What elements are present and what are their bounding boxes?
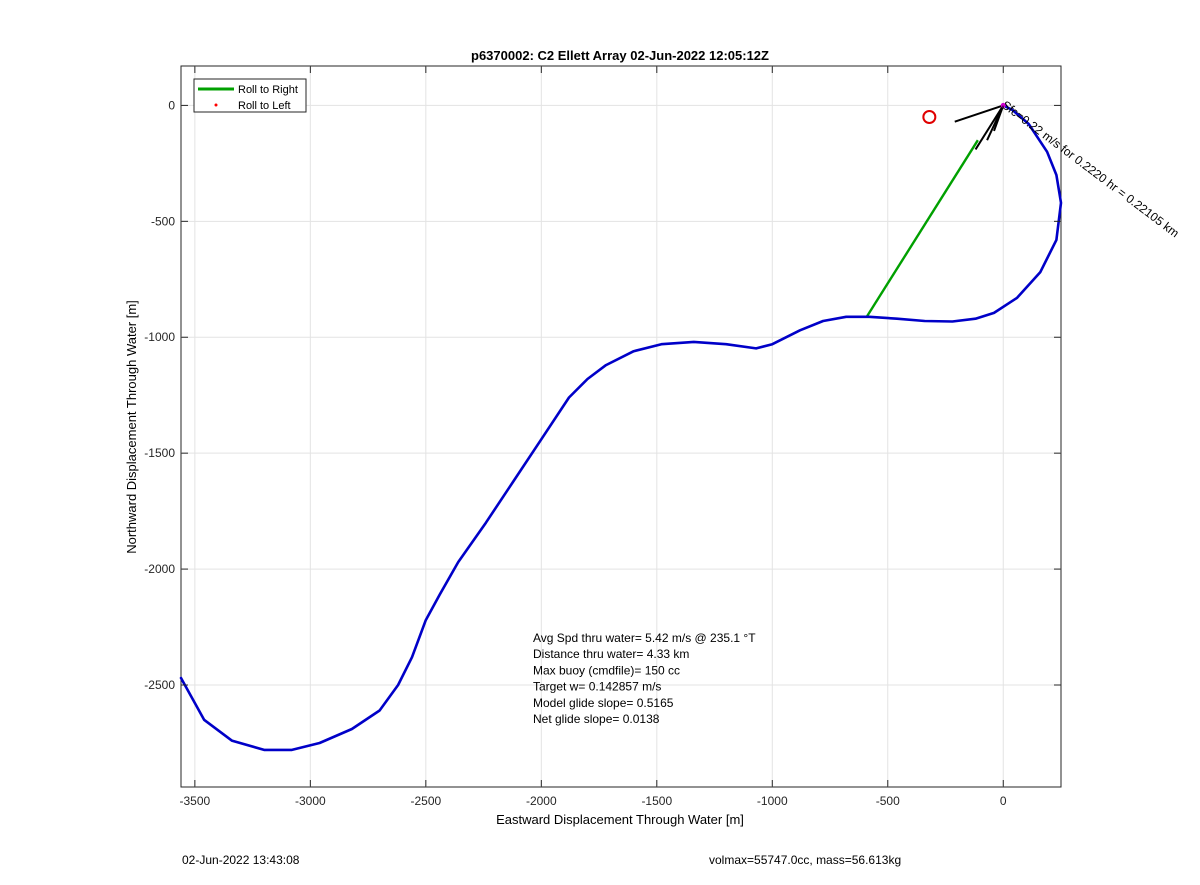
stats-annotation-line: Distance thru water= 4.33 km bbox=[533, 647, 689, 661]
footer-timestamp: 02-Jun-2022 13:43:08 bbox=[182, 853, 300, 867]
grid-lines bbox=[181, 66, 1061, 787]
glider-track-line bbox=[179, 104, 1063, 752]
x-tick-label: -3500 bbox=[180, 794, 211, 808]
x-tick-label: -3000 bbox=[295, 794, 326, 808]
x-tick-label: -2000 bbox=[526, 794, 557, 808]
footer-volmax-mass: volmax=55747.0cc, mass=56.613kg bbox=[709, 853, 902, 867]
y-tick-label: -1000 bbox=[144, 330, 175, 344]
target-circle-marker bbox=[922, 110, 937, 125]
stats-annotation-line: Net glide slope= 0.0138 bbox=[533, 712, 660, 726]
y-axis-label: Northward Displacement Through Water [m] bbox=[124, 300, 139, 554]
heading-line bbox=[974, 104, 1005, 150]
axes-background bbox=[180, 65, 1062, 788]
x-tick-label: -500 bbox=[876, 794, 900, 808]
legend-box bbox=[193, 78, 307, 113]
axis-ticks: -3500 -3000 -2500 -2000 -1500 -1000 -500 0 0 -500… bbox=[144, 66, 1061, 808]
heading-line bbox=[954, 104, 1004, 123]
stats-annotation-line: Model glide slope= 0.5165 bbox=[533, 696, 674, 710]
y-tick-label: -500 bbox=[151, 214, 175, 228]
x-axis-label: Eastward Displacement Through Water [m] bbox=[496, 812, 744, 827]
legend-swatch-dot bbox=[214, 103, 218, 107]
x-tick-label: 0 bbox=[1000, 794, 1007, 808]
y-tick-label: -2500 bbox=[144, 678, 175, 692]
y-tick-label: 0 bbox=[168, 98, 175, 112]
legend-label: Roll to Right bbox=[238, 84, 298, 96]
y-tick-label: -1500 bbox=[144, 446, 175, 460]
origin-marker bbox=[1000, 102, 1006, 108]
stats-annotation-line: Target w= 0.142857 m/s bbox=[533, 680, 661, 694]
x-tick-label: -1500 bbox=[641, 794, 672, 808]
legend: Roll to Right Roll to Left bbox=[193, 78, 307, 113]
stats-annotations: Avg Spd thru water= 5.42 m/s @ 235.1 °T D… bbox=[533, 631, 756, 726]
stats-annotation-line: Max buoy (cmdfile)= 150 cc bbox=[533, 663, 680, 677]
x-tick-label: -1000 bbox=[757, 794, 788, 808]
heading-line bbox=[993, 105, 1005, 132]
y-tick-label: -2000 bbox=[144, 562, 175, 576]
x-tick-label: -2500 bbox=[410, 794, 441, 808]
legend-label: Roll to Left bbox=[238, 100, 291, 112]
axes-frame bbox=[180, 65, 1062, 788]
stats-annotation-line: Avg Spd thru water= 5.42 m/s @ 235.1 °T bbox=[533, 631, 756, 645]
roll-to-right-line bbox=[865, 139, 979, 318]
chart-title: p6370002: C2 Ellett Array 02-Jun-2022 12… bbox=[471, 48, 769, 63]
